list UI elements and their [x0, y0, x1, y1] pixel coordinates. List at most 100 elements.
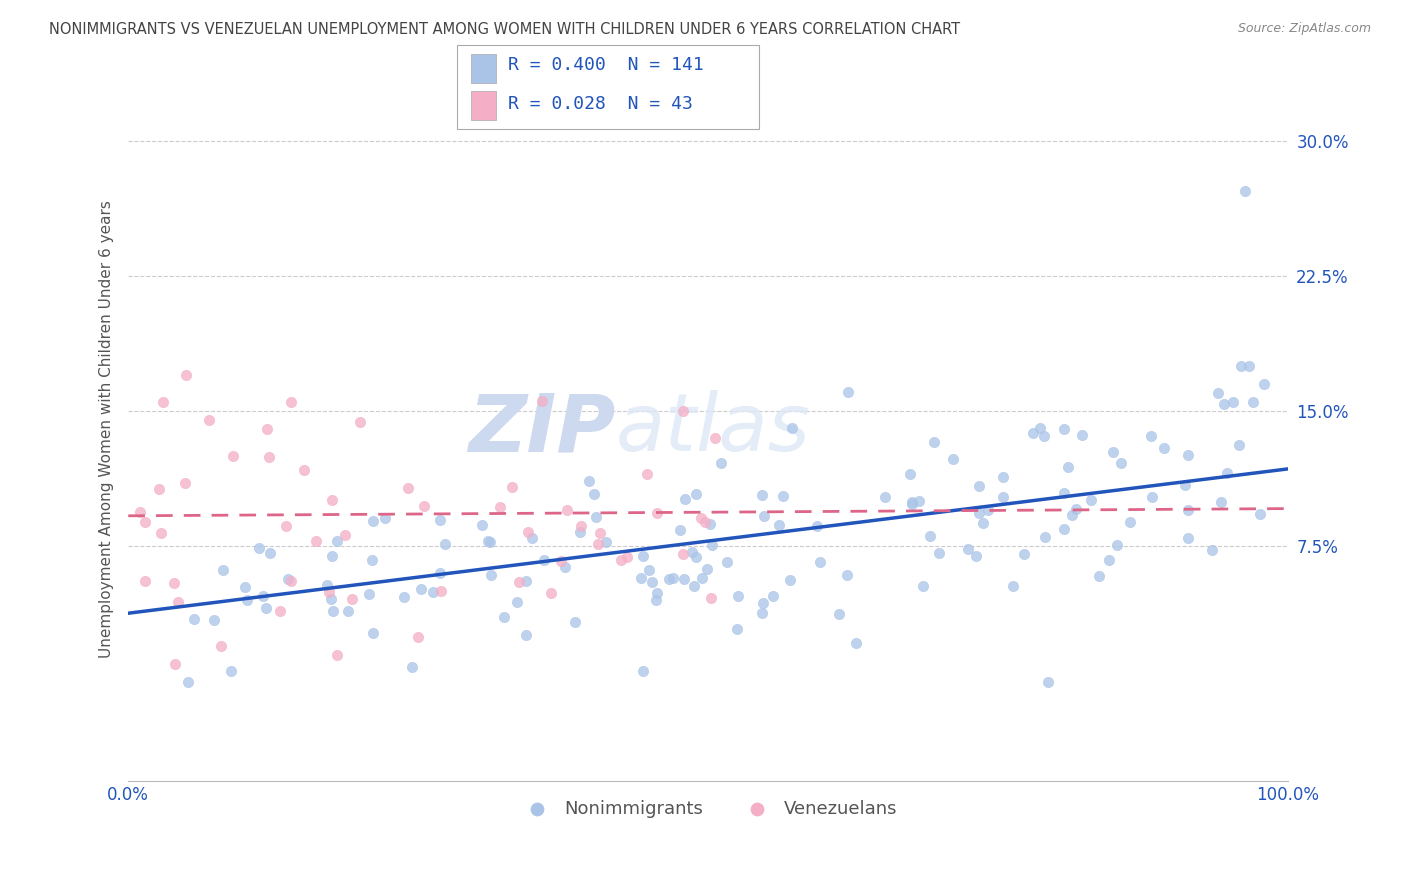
Point [1177, 502, 1199, 516]
Point [685, 549, 707, 564]
Point [163, 576, 186, 591]
Point [808, 555, 831, 569]
Point [149, 526, 172, 541]
Point [173, 475, 195, 490]
Point [1241, 395, 1264, 409]
Point [1053, 422, 1076, 436]
Point [725, 623, 748, 637]
Point [257, 450, 280, 464]
Point [167, 595, 190, 609]
Point [928, 546, 950, 560]
Text: ZIP: ZIP [468, 390, 616, 468]
Point [633, 665, 655, 679]
Point [991, 470, 1014, 484]
Point [134, 515, 156, 529]
Point [555, 502, 578, 516]
Point [1174, 478, 1197, 492]
Point [506, 594, 529, 608]
Point [588, 537, 610, 551]
Point [396, 481, 419, 495]
Point [360, 553, 382, 567]
Point [174, 368, 197, 383]
Point [669, 523, 692, 537]
Point [1216, 466, 1239, 480]
Point [640, 574, 662, 589]
Point [967, 479, 990, 493]
Point [540, 586, 562, 600]
Point [912, 579, 935, 593]
Point [554, 560, 576, 574]
Point [274, 519, 297, 533]
Point [1222, 395, 1244, 409]
Point [318, 584, 340, 599]
Point [972, 516, 994, 530]
Point [1036, 674, 1059, 689]
Point [762, 589, 785, 603]
Point [152, 395, 174, 409]
Point [259, 546, 281, 560]
Point [1052, 486, 1074, 500]
Point [422, 585, 444, 599]
Point [727, 589, 749, 603]
Point [515, 574, 537, 588]
Point [837, 385, 859, 400]
Point [326, 648, 349, 662]
Point [134, 574, 156, 588]
Point [1119, 515, 1142, 529]
Point [672, 547, 695, 561]
Point [357, 587, 380, 601]
Point [209, 639, 232, 653]
Point [219, 664, 242, 678]
Point [430, 584, 453, 599]
Point [392, 591, 415, 605]
Point [752, 596, 775, 610]
Point [967, 506, 990, 520]
Point [1032, 429, 1054, 443]
Point [221, 450, 243, 464]
Point [585, 510, 607, 524]
Point [700, 591, 723, 605]
Point [901, 495, 924, 509]
Point [583, 487, 606, 501]
Point [429, 513, 451, 527]
Point [202, 613, 225, 627]
Point [163, 657, 186, 671]
Point [1230, 359, 1253, 373]
Point [1001, 579, 1024, 593]
Y-axis label: Unemployment Among Women with Children Under 6 years: Unemployment Among Women with Children U… [100, 201, 114, 658]
Point [1053, 522, 1076, 536]
Point [661, 571, 683, 585]
Point [768, 518, 790, 533]
Text: atlas: atlas [616, 390, 810, 468]
Point [702, 538, 724, 552]
Point [256, 422, 278, 436]
Point [1064, 502, 1087, 516]
Point [471, 518, 494, 533]
Point [1201, 543, 1223, 558]
Point [845, 636, 868, 650]
Point [1239, 359, 1261, 373]
Point [489, 500, 512, 514]
Point [875, 490, 897, 504]
Point [349, 416, 371, 430]
Point [1140, 490, 1163, 504]
Point [479, 534, 502, 549]
Point [647, 586, 669, 600]
Point [638, 563, 661, 577]
Point [1080, 493, 1102, 508]
Text: R = 0.028  N = 43: R = 0.028 N = 43 [508, 95, 692, 113]
Point [247, 541, 270, 555]
Point [645, 592, 668, 607]
Point [434, 537, 457, 551]
Point [322, 604, 344, 618]
Point [1012, 547, 1035, 561]
Point [690, 571, 713, 585]
Text: Source: ZipAtlas.com: Source: ZipAtlas.com [1237, 22, 1371, 36]
Point [1029, 420, 1052, 434]
Point [1070, 427, 1092, 442]
Point [595, 535, 617, 549]
Point [269, 604, 291, 618]
Point [319, 592, 342, 607]
Point [501, 480, 523, 494]
Point [1233, 184, 1256, 198]
